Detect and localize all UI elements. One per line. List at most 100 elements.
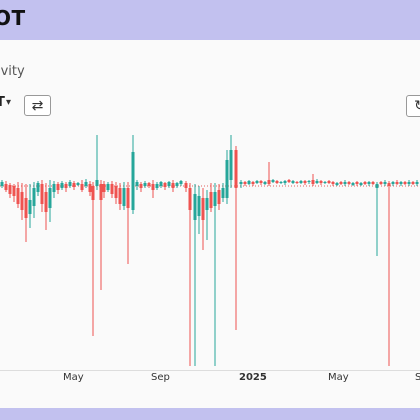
candle-body [355, 182, 359, 184]
candle-body [88, 184, 92, 192]
candle-body [84, 182, 88, 186]
candle-body [4, 184, 8, 190]
candle-body [379, 182, 383, 184]
x-tick-label: 2025 [239, 372, 267, 383]
candle-body [239, 182, 243, 184]
candle-body [44, 192, 48, 212]
chevron-down-icon[interactable]: ▾ [6, 97, 12, 108]
candle-body [319, 181, 323, 183]
candle-body [114, 186, 118, 198]
candle-body [275, 181, 279, 183]
candle-body [247, 181, 251, 184]
candle-body [303, 181, 307, 183]
candle-body [24, 198, 28, 218]
candle-body [255, 181, 259, 183]
candle-body [327, 181, 331, 183]
candle-body [263, 182, 267, 184]
page-title: OT [0, 6, 26, 30]
candle-body [323, 182, 327, 183]
candle-body [243, 182, 247, 184]
candle-body [52, 184, 56, 192]
candle-body [335, 183, 339, 185]
candle-body [72, 183, 76, 187]
candle-body [102, 184, 106, 192]
candle-body [299, 181, 303, 183]
candle-body [28, 200, 32, 214]
candle-body [8, 185, 12, 194]
candle-body [80, 184, 84, 190]
candle-body [167, 182, 171, 186]
candle-body [147, 183, 151, 186]
candle-body [122, 188, 126, 206]
candle-body [205, 198, 209, 210]
candle-body [343, 182, 347, 184]
candle-body [159, 182, 163, 186]
candle-body [95, 180, 99, 186]
candle-body [135, 182, 139, 186]
refresh-icon: ↻ [414, 98, 420, 114]
price-chart[interactable] [0, 80, 420, 370]
candle-body [315, 181, 319, 183]
candle-body [291, 181, 295, 183]
swap-icon: ⇄ [31, 97, 44, 114]
candle-body [383, 182, 387, 184]
candle-body [339, 182, 343, 184]
candle-body [155, 184, 159, 188]
candle-body [267, 180, 271, 184]
x-tick-label: May [63, 372, 84, 383]
candle-body [16, 188, 20, 204]
candle-body [407, 182, 411, 184]
candle-body [163, 183, 167, 187]
candle-body [359, 183, 363, 185]
candle-body [271, 180, 275, 182]
candle-body [311, 180, 315, 184]
candle-body [201, 198, 205, 220]
candle-body [375, 184, 379, 188]
candle-body [106, 184, 110, 190]
candle-body [40, 184, 44, 204]
candle-body [188, 188, 192, 210]
candle-body [411, 182, 415, 184]
candle-body [307, 181, 311, 182]
candle-body [48, 188, 52, 208]
swap-button[interactable]: ⇄ [24, 95, 51, 116]
candle-body [20, 192, 24, 210]
candle-body [283, 181, 287, 183]
candle-body [391, 182, 395, 184]
candle-body [351, 183, 355, 185]
candle-body [76, 183, 80, 185]
candle-body [110, 184, 114, 194]
candle-body [0, 182, 4, 186]
x-tick-label: May [328, 372, 349, 383]
pair-selector[interactable]: T [0, 95, 5, 110]
candle-body [179, 181, 183, 184]
chart-subtitle: ivity [0, 64, 25, 79]
candle-body [395, 182, 399, 184]
candle-body [60, 183, 64, 188]
candle-body [68, 182, 72, 186]
candle-body [151, 184, 155, 190]
x-tick-label: Sep [151, 372, 170, 383]
candle-body [217, 190, 221, 204]
candle-body [363, 182, 367, 184]
candle-body [234, 150, 238, 188]
candle-body [367, 182, 371, 184]
candle-body [32, 188, 36, 206]
candle-body [399, 182, 403, 184]
candle-body [91, 186, 95, 200]
candle-body [229, 150, 233, 180]
candle-body [193, 194, 197, 220]
page-footer [0, 408, 420, 420]
candle-body [175, 183, 179, 186]
refresh-button[interactable]: ↻ [406, 95, 420, 117]
candle-body [347, 182, 351, 184]
candle-body [171, 183, 175, 188]
candle-body [259, 181, 263, 183]
candle-body [197, 196, 201, 216]
candle-body [99, 184, 103, 200]
candle-body [403, 182, 407, 184]
candle-body [225, 160, 229, 198]
candle-body [221, 188, 225, 198]
candle-body [251, 182, 255, 184]
candle-body [118, 188, 122, 204]
